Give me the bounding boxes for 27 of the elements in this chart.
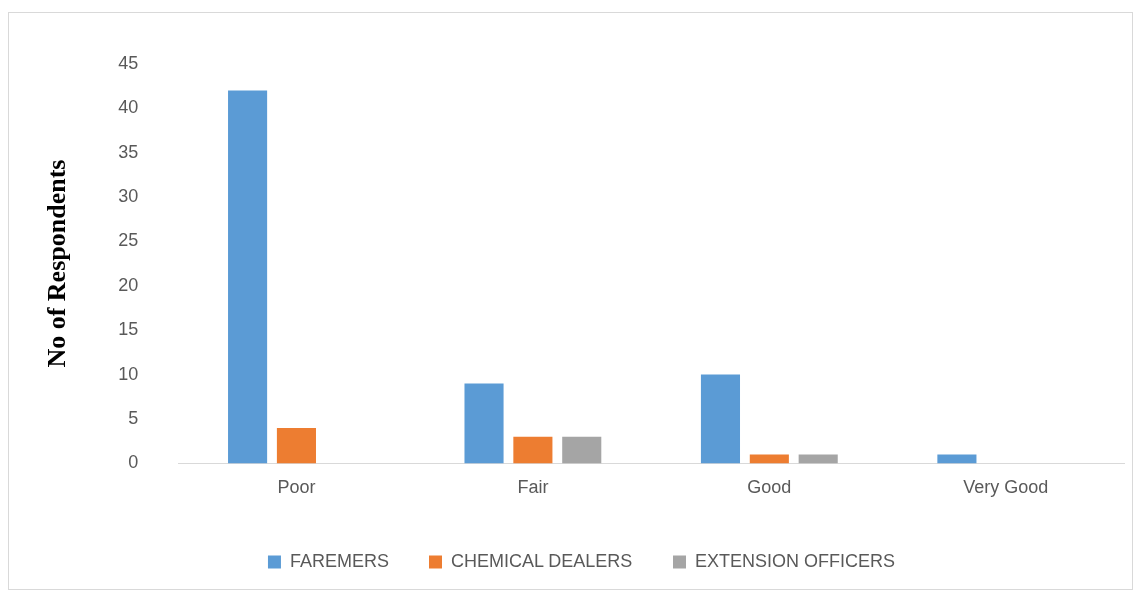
x-tick-label: Good bbox=[747, 477, 792, 498]
y-tick-label: 5 bbox=[128, 407, 139, 428]
bar bbox=[749, 454, 789, 464]
bar bbox=[228, 90, 268, 464]
y-tick-label: 40 bbox=[118, 97, 139, 118]
bar bbox=[798, 454, 838, 464]
legend-label: CHEMICAL DEALERS bbox=[450, 550, 633, 571]
bar bbox=[464, 383, 504, 464]
bar bbox=[513, 436, 553, 464]
y-tick-label: 20 bbox=[118, 274, 139, 295]
y-tick-label: 0 bbox=[128, 452, 139, 473]
legend-label: EXTENSION OFFICERS bbox=[695, 550, 896, 571]
bar bbox=[937, 454, 977, 464]
y-tick-label: 30 bbox=[118, 185, 139, 206]
legend-label: FAREMERS bbox=[289, 550, 389, 571]
x-tick-label: Poor bbox=[277, 477, 316, 498]
bar bbox=[276, 427, 316, 464]
x-tick-label: Very Good bbox=[963, 477, 1049, 498]
x-tick-label: Fair bbox=[517, 477, 549, 498]
y-tick-label: 45 bbox=[118, 52, 139, 73]
y-tick-label: 35 bbox=[118, 141, 139, 162]
bar bbox=[562, 436, 602, 464]
bar bbox=[700, 374, 741, 464]
y-axis-title: No of Respondents bbox=[42, 159, 72, 368]
y-tick-label: 15 bbox=[118, 319, 139, 340]
y-tick-label: 10 bbox=[118, 363, 139, 384]
y-tick-label: 25 bbox=[118, 230, 139, 251]
